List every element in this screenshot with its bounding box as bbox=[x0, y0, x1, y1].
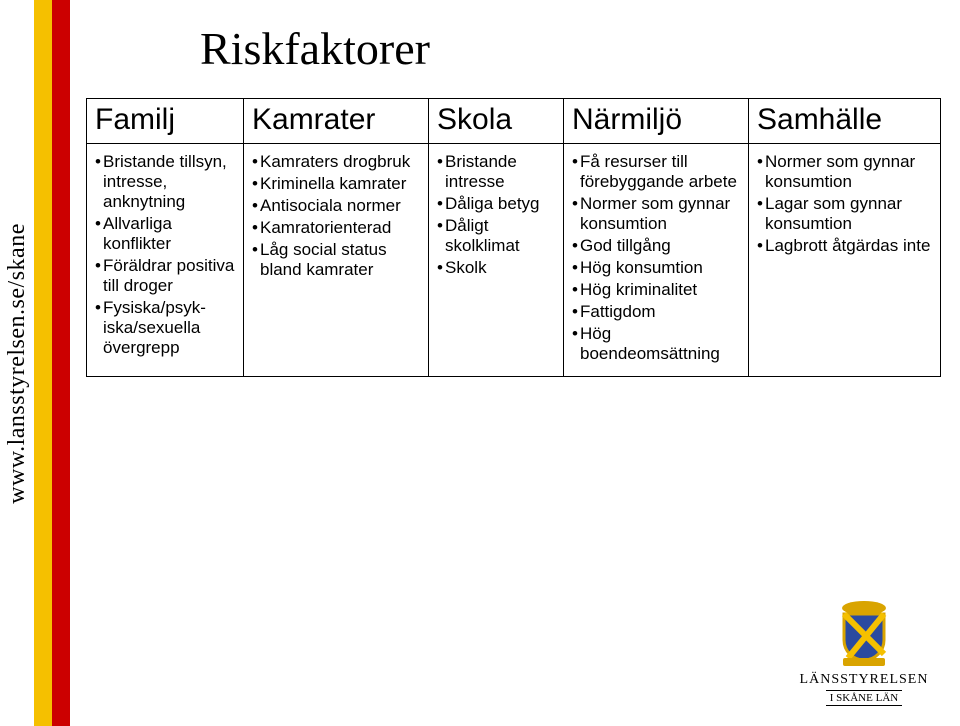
list-item: Få resurser till förebyggande arbete bbox=[572, 152, 740, 192]
list-item: Hög kriminalitet bbox=[572, 280, 740, 300]
risk-factors-table: Familj Kamrater Skola Närmiljö Samhälle … bbox=[86, 98, 941, 377]
header-samhalle: Samhälle bbox=[749, 99, 941, 144]
list-item: Antisociala normer bbox=[252, 196, 420, 216]
brand-stripe-red bbox=[52, 0, 70, 726]
list-item: Bristande intresse bbox=[437, 152, 555, 192]
brand-bar: www.lansstyrelsen.se/skane bbox=[0, 0, 70, 726]
list-familj: Bristande tillsyn, intresse, anknytning … bbox=[95, 152, 235, 358]
list-item: Dåligt skolklimat bbox=[437, 216, 555, 256]
list-item: Kamratorienterad bbox=[252, 218, 420, 238]
table-header-row: Familj Kamrater Skola Närmiljö Samhälle bbox=[87, 99, 941, 144]
list-item: Låg social status bland kamrater bbox=[252, 240, 420, 280]
list-item: Hög konsumtion bbox=[572, 258, 740, 278]
list-item: Bristande tillsyn, intresse, anknytning bbox=[95, 152, 235, 212]
slide-page: { "brand": { "url": "www.lansstyrelsen.s… bbox=[0, 0, 960, 726]
logo-text-line1: LÄNSSTYRELSEN bbox=[794, 672, 934, 688]
list-skola: Bristande intresse Dåliga betyg Dåligt s… bbox=[437, 152, 555, 278]
table-body-row: Bristande tillsyn, intresse, anknytning … bbox=[87, 144, 941, 377]
brand-url: www.lansstyrelsen.se/skane bbox=[4, 223, 31, 504]
list-item: Allvarliga konflikter bbox=[95, 214, 235, 254]
cell-familj: Bristande tillsyn, intresse, anknytning … bbox=[87, 144, 244, 377]
list-item: Fysiska/psyk-iska/sexuella övergrepp bbox=[95, 298, 235, 358]
brand-url-column: www.lansstyrelsen.se/skane bbox=[0, 0, 34, 726]
cell-samhalle: Normer som gynnar konsumtion Lagar som g… bbox=[749, 144, 941, 377]
cell-skola: Bristande intresse Dåliga betyg Dåligt s… bbox=[429, 144, 564, 377]
list-samhalle: Normer som gynnar konsumtion Lagar som g… bbox=[757, 152, 932, 256]
list-item: God tillgång bbox=[572, 236, 740, 256]
header-kamrater: Kamrater bbox=[244, 99, 429, 144]
list-item: Skolk bbox=[437, 258, 555, 278]
list-item: Kamraters drogbruk bbox=[252, 152, 420, 172]
list-item: Dåliga betyg bbox=[437, 194, 555, 214]
list-item: Fattigdom bbox=[572, 302, 740, 322]
list-item: Lagbrott åtgärdas inte bbox=[757, 236, 932, 256]
list-narmiljo: Få resurser till förebyggande arbete Nor… bbox=[572, 152, 740, 364]
list-item: Normer som gynnar konsumtion bbox=[572, 194, 740, 234]
brand-stripe-yellow bbox=[34, 0, 52, 726]
cell-kamrater: Kamraters drogbruk Kriminella kamrater A… bbox=[244, 144, 429, 377]
list-kamrater: Kamraters drogbruk Kriminella kamrater A… bbox=[252, 152, 420, 280]
list-item: Hög boendeomsättning bbox=[572, 324, 740, 364]
header-narmiljo: Närmiljö bbox=[564, 99, 749, 144]
list-item: Normer som gynnar konsumtion bbox=[757, 152, 932, 192]
list-item: Föräldrar positiva till droger bbox=[95, 256, 235, 296]
header-skola: Skola bbox=[429, 99, 564, 144]
page-title: Riskfaktorer bbox=[200, 22, 430, 75]
crest-icon bbox=[831, 600, 897, 670]
cell-narmiljo: Få resurser till förebyggande arbete Nor… bbox=[564, 144, 749, 377]
list-item: Kriminella kamrater bbox=[252, 174, 420, 194]
header-familj: Familj bbox=[87, 99, 244, 144]
logo-text-line2: I SKÅNE LÄN bbox=[826, 690, 902, 706]
lansstyrelsen-logo: LÄNSSTYRELSEN I SKÅNE LÄN bbox=[794, 600, 934, 706]
list-item: Lagar som gynnar konsumtion bbox=[757, 194, 932, 234]
